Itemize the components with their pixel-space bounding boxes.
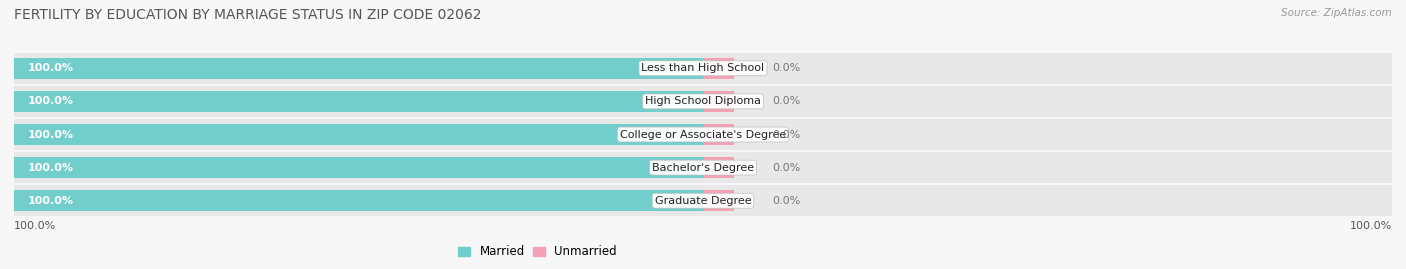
Text: Bachelor's Degree: Bachelor's Degree (652, 162, 754, 173)
Bar (703, 190, 734, 211)
Bar (14, 91, 703, 112)
Text: 100.0%: 100.0% (14, 221, 56, 231)
Text: 100.0%: 100.0% (28, 196, 75, 206)
Text: 100.0%: 100.0% (28, 63, 75, 73)
Bar (703, 157, 734, 178)
Text: 0.0%: 0.0% (772, 96, 800, 107)
Bar (14, 53, 1392, 84)
Text: Source: ZipAtlas.com: Source: ZipAtlas.com (1281, 8, 1392, 18)
Text: 100.0%: 100.0% (1350, 221, 1392, 231)
Bar (14, 185, 1392, 216)
Bar (14, 152, 1392, 183)
Text: 0.0%: 0.0% (772, 196, 800, 206)
Text: 100.0%: 100.0% (28, 162, 75, 173)
Text: 0.0%: 0.0% (772, 129, 800, 140)
Bar (703, 91, 734, 112)
Bar (14, 124, 703, 145)
Bar (14, 86, 1392, 117)
Text: 100.0%: 100.0% (28, 129, 75, 140)
Bar (703, 58, 734, 79)
Bar (703, 124, 734, 145)
Bar (14, 58, 703, 79)
Text: 100.0%: 100.0% (28, 96, 75, 107)
Bar (14, 119, 1392, 150)
Bar (14, 157, 703, 178)
Bar (14, 190, 703, 211)
Text: Graduate Degree: Graduate Degree (655, 196, 751, 206)
Text: High School Diploma: High School Diploma (645, 96, 761, 107)
Text: Less than High School: Less than High School (641, 63, 765, 73)
Text: FERTILITY BY EDUCATION BY MARRIAGE STATUS IN ZIP CODE 02062: FERTILITY BY EDUCATION BY MARRIAGE STATU… (14, 8, 482, 22)
Text: 0.0%: 0.0% (772, 63, 800, 73)
Text: College or Associate's Degree: College or Associate's Degree (620, 129, 786, 140)
Text: 0.0%: 0.0% (772, 162, 800, 173)
Legend: Married, Unmarried: Married, Unmarried (454, 240, 621, 263)
